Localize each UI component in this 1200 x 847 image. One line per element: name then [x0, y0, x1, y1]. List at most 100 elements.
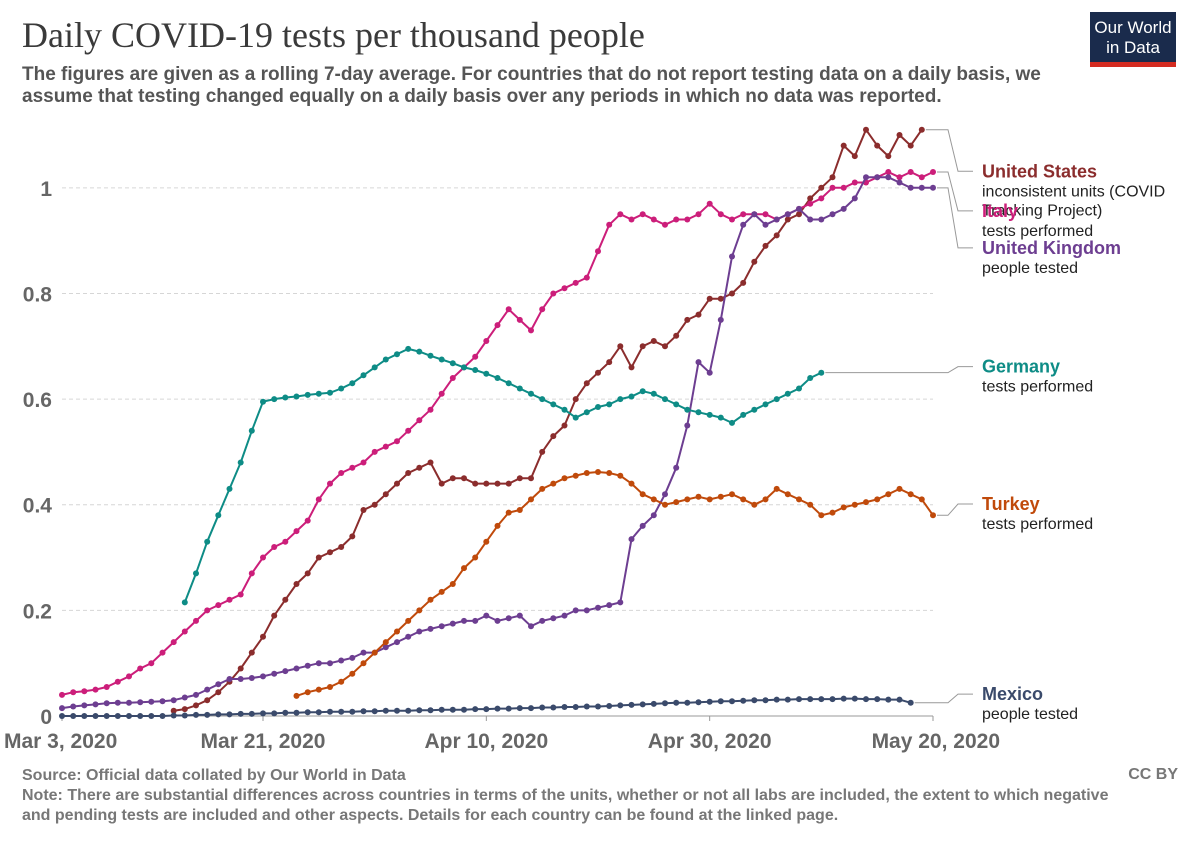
data-point — [639, 388, 646, 395]
data-point — [684, 216, 691, 223]
data-point — [427, 625, 434, 632]
data-point — [918, 126, 925, 133]
data-point — [137, 665, 144, 672]
data-point — [561, 475, 568, 482]
data-point — [327, 684, 333, 690]
owid-logo[interactable]: Our World in Data — [1090, 12, 1176, 67]
data-point — [483, 480, 490, 487]
data-point — [416, 628, 423, 635]
data-point — [304, 391, 311, 398]
data-point — [896, 132, 903, 138]
series-label: Germany — [982, 357, 1060, 377]
data-point — [461, 706, 467, 713]
data-point — [863, 174, 869, 181]
data-point — [360, 649, 367, 656]
y-tick-label: 0.8 — [23, 283, 53, 306]
data-point — [606, 703, 613, 709]
data-point — [851, 501, 858, 508]
note-text: and pending tests are included and other… — [22, 807, 839, 824]
data-point — [181, 706, 188, 713]
data-point — [315, 686, 322, 693]
data-point — [293, 692, 300, 699]
data-point — [729, 419, 735, 426]
data-point — [483, 338, 490, 344]
series-unit-label: inconsistent units (COVID — [982, 183, 1165, 200]
chart-title: Daily COVID-19 tests per thousand people — [22, 15, 645, 55]
series-unit-label: people tested — [982, 706, 1078, 723]
data-point — [729, 290, 735, 297]
data-point — [304, 517, 311, 524]
data-point — [371, 448, 378, 455]
series-line — [183, 347, 822, 603]
data-point — [829, 696, 836, 703]
data-point — [639, 701, 646, 708]
data-point — [126, 673, 132, 680]
data-point — [550, 433, 557, 440]
data-point — [349, 670, 356, 677]
data-point — [271, 670, 278, 677]
data-point — [193, 617, 199, 624]
data-point — [81, 702, 88, 709]
data-point — [271, 396, 278, 403]
data-point — [885, 491, 892, 498]
data-point — [204, 697, 211, 704]
data-point — [181, 712, 188, 719]
data-point — [494, 375, 501, 381]
data-point — [483, 706, 490, 713]
data-point — [137, 713, 144, 719]
data-point — [204, 686, 211, 693]
license-text[interactable]: CC BY — [1128, 766, 1178, 783]
data-point — [583, 703, 590, 710]
data-point — [851, 179, 858, 186]
data-point — [193, 702, 199, 709]
data-point — [684, 699, 691, 706]
data-point — [360, 507, 367, 513]
data-point — [505, 615, 512, 622]
data-point — [438, 588, 445, 595]
data-point — [695, 211, 702, 218]
data-point — [907, 142, 914, 149]
data-point — [293, 709, 300, 716]
data-point — [896, 696, 903, 703]
y-tick-label: 0 — [40, 706, 52, 729]
series-line — [61, 171, 934, 696]
data-point — [349, 533, 356, 540]
data-point — [583, 607, 590, 614]
data-point — [293, 581, 300, 587]
data-point — [338, 708, 345, 715]
data-point — [304, 709, 311, 716]
data-point — [81, 713, 88, 719]
data-point — [762, 697, 769, 704]
data-point — [561, 422, 568, 429]
data-point — [260, 673, 266, 680]
data-point — [226, 596, 233, 603]
data-point — [159, 713, 166, 719]
data-point — [740, 697, 747, 704]
data-point — [550, 615, 557, 622]
logo-line: in Data — [1106, 38, 1160, 57]
data-point — [796, 696, 802, 703]
data-point — [561, 406, 568, 413]
x-tick-label: May 20, 2020 — [872, 730, 1000, 753]
data-point — [304, 689, 311, 696]
subtitle-line: assume that testing changed equally on a… — [22, 86, 942, 107]
data-point — [539, 704, 546, 711]
data-point — [539, 306, 546, 313]
data-point — [505, 480, 512, 487]
data-point — [371, 649, 378, 656]
data-point — [762, 211, 769, 218]
data-point — [483, 538, 490, 545]
data-point — [114, 713, 121, 719]
data-point — [918, 174, 925, 181]
data-point — [70, 713, 77, 719]
data-point — [248, 710, 255, 717]
data-point — [204, 538, 211, 545]
data-point — [394, 628, 400, 635]
data-point — [248, 649, 255, 656]
data-point — [673, 216, 680, 223]
data-point — [717, 698, 724, 705]
data-point — [583, 380, 590, 387]
data-point — [282, 394, 289, 401]
data-point — [829, 211, 836, 218]
data-point — [773, 232, 780, 239]
